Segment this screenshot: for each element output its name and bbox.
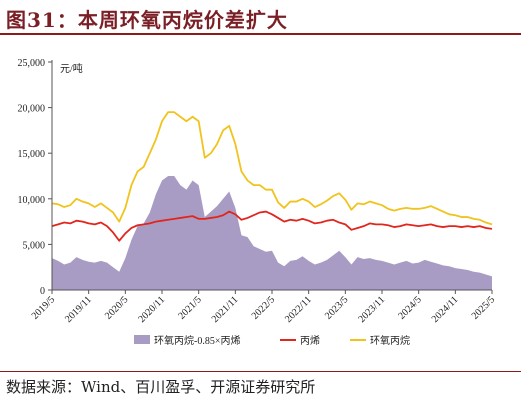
x-tick-label: 2019/11 [63,294,94,325]
y-tick-label: 10,000 [18,195,46,206]
x-tick-label: 2019/5 [30,294,57,321]
legend-item-spread-label: 环氧丙烷-0.85×丙烯 [154,334,240,347]
source-rule [0,371,521,372]
x-tick-label: 2021/5 [176,294,203,321]
series-line-propylene [51,210,493,242]
x-tick-label: 2024/11 [430,294,461,325]
legend-item-propylene-label: 丙烯 [300,334,320,347]
x-tick-label: 2022/11 [283,294,314,325]
series-line-propylene-oxide [51,111,493,226]
x-tick-label: 2024/5 [396,294,423,321]
legend-item-spread-swatch [134,335,150,344]
x-tick-label: 2020/11 [136,294,167,325]
legend-item-propylene-oxide-label: 环氧丙烷 [370,334,410,347]
y-tick-label: 0 [40,286,45,297]
x-tick-label: 2023/5 [323,294,350,321]
y-tick-label: 25,000 [18,58,46,69]
title-rule [0,33,521,35]
chart-title: 图31：本周环氧丙烷价差扩大 [6,8,288,32]
y-axis-unit-label: 元/吨 [60,62,83,75]
x-tick-label: 2020/5 [103,294,130,321]
x-tick-label: 2023/11 [356,294,387,325]
data-source-note: 数据来源：Wind、百川盈孚、开源证券研究所 [6,378,316,396]
x-tick-label: 2025/5 [470,294,497,321]
series-area-spread [52,176,492,290]
y-tick-label: 5,000 [23,240,46,251]
y-tick-label: 15,000 [18,149,46,160]
x-tick-label: 2021/11 [210,294,241,325]
y-tick-label: 20,000 [18,104,46,115]
x-tick-label: 2022/5 [250,294,277,321]
